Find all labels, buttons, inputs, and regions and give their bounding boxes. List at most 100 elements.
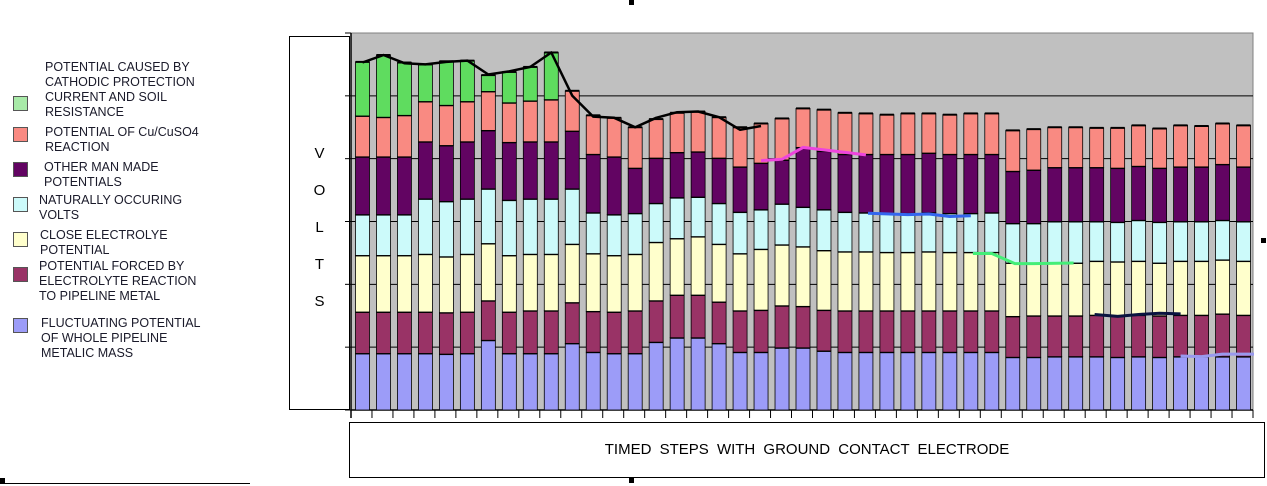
bar-segment (816, 109, 832, 152)
bar-segment (648, 300, 664, 343)
bar-segment (963, 310, 979, 353)
bar-segment (900, 113, 916, 155)
bar-segment (438, 256, 454, 314)
bar-segment (753, 209, 769, 250)
legend-label: NATURALLY OCCURING VOLTS (39, 193, 183, 222)
bar-segment (1047, 315, 1063, 357)
top-envelope-line (362, 51, 762, 132)
legend-label: OTHER MAN MADE POTENTIALS (44, 160, 159, 189)
bar-segment (879, 212, 895, 253)
bar-segment (522, 100, 538, 143)
bar-segment (753, 162, 769, 210)
bar-segment (795, 206, 811, 248)
bar-segment (648, 341, 664, 411)
bar-segment (355, 353, 370, 411)
bar-segment (1173, 124, 1188, 168)
bar-segment (837, 310, 853, 353)
bar-segment (753, 309, 769, 353)
legend-swatch (13, 96, 28, 111)
legend-label: CLOSE ELECTROLYE POTENTIAL (40, 228, 168, 257)
bar-segment (397, 114, 412, 158)
bar-segment (984, 310, 1000, 353)
bar-segment (963, 212, 979, 253)
bar-segment (669, 337, 685, 411)
bar-segment (1152, 315, 1168, 358)
bar-segment (837, 211, 853, 253)
bar-segment (1047, 167, 1063, 222)
bar-segment (837, 351, 853, 411)
bar-segment (1110, 221, 1126, 263)
bar-segment (1005, 356, 1021, 411)
bar-segment (522, 198, 538, 255)
bar-segment (669, 112, 685, 153)
bar-segment (774, 203, 790, 246)
bar-segment (753, 123, 769, 164)
bar-segment (648, 118, 664, 159)
bar-segment (816, 250, 832, 311)
bar-segment (418, 141, 433, 200)
bar-segment (837, 112, 853, 155)
selection-handle[interactable] (629, 478, 634, 483)
bar-segment (942, 212, 958, 253)
bar-segment (1152, 167, 1168, 223)
bar-segment (921, 351, 937, 411)
bar-segment (501, 102, 517, 143)
selection-handle[interactable] (629, 0, 634, 5)
bar-segment (459, 311, 475, 354)
bar-segment (564, 243, 580, 303)
bar-segment (879, 310, 895, 353)
bar-segment (1089, 221, 1105, 262)
bar-segment (690, 236, 706, 296)
bar-segment (1173, 166, 1188, 222)
bar-segment (543, 141, 559, 200)
bar-segment (879, 351, 895, 411)
bar-segment (459, 198, 475, 255)
bar-segment (1131, 314, 1147, 357)
bar-segment (921, 212, 937, 253)
pink-line (760, 145, 867, 163)
bar-segment (606, 214, 622, 256)
bar-segment (1215, 123, 1230, 165)
x-axis-title-box: TIMED STEPS WITH GROUND CONTACT ELECTROD… (349, 422, 1265, 478)
selection-handle[interactable] (0, 478, 5, 483)
bar-segment (1236, 124, 1251, 168)
bar-segment (1089, 314, 1105, 357)
bar-segment (1215, 259, 1230, 315)
bar-segment (1068, 221, 1084, 264)
bar-segment (585, 153, 601, 214)
bar-segment (1068, 262, 1084, 317)
selection-handle[interactable] (1261, 238, 1266, 243)
bar-segment (1026, 315, 1042, 358)
bar-segment (543, 52, 559, 101)
bar-segment (942, 153, 958, 214)
bar-segment (1173, 356, 1188, 411)
bar-segment (501, 311, 517, 354)
bar-segment (942, 251, 958, 312)
bar-segment (669, 238, 685, 296)
bar-segment (669, 294, 685, 339)
bar-segment (1089, 127, 1105, 168)
bar-segment (1152, 262, 1168, 317)
bar-segment (1194, 356, 1209, 411)
bar-segment (355, 61, 370, 117)
bar-segment (376, 353, 391, 411)
legend-swatch (13, 318, 28, 333)
bar-segment (480, 129, 496, 190)
bar-segment (1005, 262, 1021, 317)
bar-segment (585, 253, 601, 312)
bar-segment (837, 153, 853, 213)
bar-segment (669, 197, 685, 239)
bar-segment (711, 243, 727, 303)
bar-segment (418, 353, 433, 411)
bar-segment (963, 251, 979, 312)
bar-segment (564, 342, 580, 411)
lavender-line (1180, 352, 1254, 359)
bar-segment (774, 305, 790, 349)
bar-segment (837, 251, 853, 312)
bar-segment (1215, 219, 1230, 261)
bar-segment (963, 113, 979, 155)
bar-segment (418, 253, 433, 313)
bar-segment (984, 113, 1000, 155)
bar-segment (1026, 222, 1042, 264)
